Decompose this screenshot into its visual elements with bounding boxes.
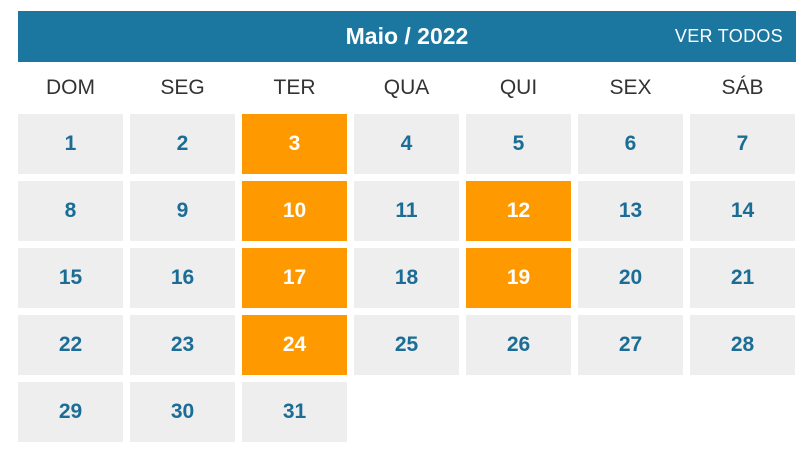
calendar-day-event[interactable]: 12 — [466, 181, 571, 241]
calendar-day-event[interactable]: 19 — [466, 248, 571, 308]
calendar-day: 29 — [18, 382, 123, 442]
calendar-day: 6 — [578, 114, 683, 174]
weekday-friday: SEX — [609, 76, 652, 99]
calendar-day: 14 — [690, 181, 795, 241]
calendar-day: 13 — [578, 181, 683, 241]
calendar-day: 8 — [18, 181, 123, 241]
calendar-day-event[interactable]: 24 — [242, 315, 347, 375]
weekday-tuesday: TER — [273, 76, 316, 99]
calendar-day-event[interactable]: 3 — [242, 114, 347, 174]
weekday-sunday: DOM — [46, 76, 95, 99]
view-all-link[interactable]: VER TODOS — [674, 26, 783, 46]
calendar-day: 21 — [690, 248, 795, 308]
calendar-header: Maio / 2022 VER TODOS — [18, 11, 796, 62]
month-title: Maio / 2022 — [345, 23, 469, 49]
calendar-day: 22 — [18, 315, 123, 375]
calendar-day: 11 — [354, 181, 459, 241]
calendar-day: 28 — [690, 315, 795, 375]
weekday-monday: SEG — [160, 76, 205, 99]
calendar-day-event[interactable]: 10 — [242, 181, 347, 241]
calendar-day: 15 — [18, 248, 123, 308]
calendar-day: 9 — [130, 181, 235, 241]
days-grid: 1 2 3 4 5 6 7 8 9 10 11 12 13 14 15 16 17 18 19 20 21 22 23 24 2… — [18, 114, 796, 442]
calendar-day-event[interactable]: 17 — [242, 248, 347, 308]
weekday-thursday: QUI — [499, 76, 538, 99]
calendar-widget: Maio / 2022 VER TODOS DOM SEG TER QUA QU… — [18, 11, 796, 442]
calendar-day: 23 — [130, 315, 235, 375]
calendar-day: 4 — [354, 114, 459, 174]
weekday-saturday: SÁB — [721, 76, 764, 99]
calendar-day: 30 — [130, 382, 235, 442]
calendar-day: 18 — [354, 248, 459, 308]
weekday-header-row: DOM SEG TER QUA QUI SEX SÁB — [18, 62, 796, 114]
weekday-wednesday: QUA — [383, 76, 430, 99]
calendar-day: 16 — [130, 248, 235, 308]
calendar-day: 7 — [690, 114, 795, 174]
calendar-day: 20 — [578, 248, 683, 308]
calendar-day: 25 — [354, 315, 459, 375]
calendar-day: 5 — [466, 114, 571, 174]
calendar-day: 31 — [242, 382, 347, 442]
calendar-day: 26 — [466, 315, 571, 375]
calendar-day: 1 — [18, 114, 123, 174]
calendar-day: 27 — [578, 315, 683, 375]
calendar-day: 2 — [130, 114, 235, 174]
